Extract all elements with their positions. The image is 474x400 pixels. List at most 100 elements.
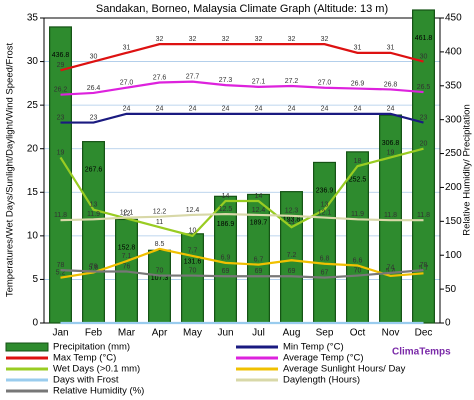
y-tick-label: 0 <box>32 318 38 329</box>
data-label: 27.6 <box>153 74 167 81</box>
data-label: 67 <box>321 269 329 276</box>
data-label: 11.8 <box>417 212 430 219</box>
y2-tick-label: 100 <box>445 250 462 261</box>
data-label: 30 <box>420 53 428 60</box>
data-label: 27.7 <box>186 73 200 80</box>
data-label: 19 <box>57 149 65 156</box>
x-tick-label: Mar <box>118 328 136 339</box>
data-label: 13 <box>90 202 98 209</box>
data-label: 5.8 <box>89 264 99 271</box>
data-label: 12.5 <box>219 206 233 213</box>
y-tick-label: 30 <box>27 56 39 67</box>
series-line <box>60 212 424 222</box>
legend-label: Min Temp (°C) <box>283 342 344 353</box>
legend-label: Wet Days (>0.1 mm) <box>53 364 140 375</box>
data-label: 23 <box>90 114 98 121</box>
series-line <box>60 80 424 96</box>
data-label: 8.5 <box>155 241 165 248</box>
data-label: 7.7 <box>188 248 198 255</box>
chart-title: Sandakan, Borneo, Malaysia Climate Graph… <box>96 3 388 15</box>
data-label: 107.3 <box>151 275 169 282</box>
legend-label: Average Temp (°C) <box>283 353 364 364</box>
x-tick-label: Feb <box>85 328 103 339</box>
data-label: 70 <box>189 267 197 274</box>
y2-axis-label: Relative Humidity/ Precipitation <box>462 104 473 235</box>
data-label: 32 <box>255 36 263 43</box>
data-label: 27.0 <box>120 80 134 87</box>
branding: ClimaTemps <box>392 347 451 358</box>
y-tick-label: 5 <box>32 274 38 285</box>
data-label: 23 <box>420 114 428 121</box>
data-label: 11.9 <box>87 211 100 218</box>
data-label: 12.2 <box>153 209 167 216</box>
data-label: 32 <box>222 36 230 43</box>
series-line <box>60 112 424 124</box>
data-label: 26.4 <box>87 85 101 92</box>
legend-label: Relative Humidity (%) <box>53 386 144 397</box>
data-label: 27.1 <box>252 79 266 86</box>
x-tick-label: Aug <box>283 328 301 339</box>
data-label: 78 <box>420 262 428 269</box>
data-label: 267.6 <box>85 166 103 173</box>
data-label: 7.2 <box>287 252 297 259</box>
data-label: 24 <box>288 106 296 113</box>
data-label: 436.8 <box>52 52 70 59</box>
data-label: 31 <box>354 45 362 52</box>
data-label: 12.4 <box>252 207 266 214</box>
data-label: 24 <box>354 106 362 113</box>
legend-label: Days with Frost <box>53 375 119 386</box>
y2-tick-label: 0 <box>445 318 451 329</box>
legend-label: Max Temp (°C) <box>53 353 116 364</box>
data-label: 24 <box>156 106 164 113</box>
data-label: 24 <box>222 106 230 113</box>
y-tick-label: 15 <box>27 187 39 198</box>
data-label: 252.5 <box>349 177 367 184</box>
data-label: 32 <box>288 36 296 43</box>
data-label: 24 <box>189 106 197 113</box>
data-label: 5.4 <box>386 268 396 275</box>
data-label: 69 <box>222 268 230 275</box>
data-label: 236.9 <box>316 187 334 194</box>
data-label: 12.3 <box>285 208 299 215</box>
x-tick-label: Dec <box>415 328 433 339</box>
data-label: 31 <box>123 45 131 52</box>
data-label: 30 <box>90 53 98 60</box>
data-label: 32 <box>156 36 164 43</box>
y-axis-label: Temperatures/Wet Days/Sunlight/Daylight/… <box>5 42 16 297</box>
data-label: 11.9 <box>351 211 364 218</box>
data-label: 31 <box>387 45 395 52</box>
data-label: 29 <box>57 62 65 69</box>
x-tick-label: Jul <box>252 328 265 339</box>
series-line <box>60 269 424 279</box>
y2-tick-label: 350 <box>445 80 462 91</box>
data-label: 26.5 <box>417 84 431 91</box>
data-label: 5.2 <box>56 270 66 277</box>
data-label: 189.7 <box>250 219 268 226</box>
x-tick-label: Sep <box>316 328 334 339</box>
legend-label: Average Sunlight Hours/ Day <box>283 364 406 375</box>
legend-label: Daylength (Hours) <box>283 375 360 386</box>
data-label: 5.7 <box>419 265 429 272</box>
data-label: 13 <box>321 202 329 209</box>
y-tick-label: 20 <box>27 143 39 154</box>
data-label: 24 <box>255 106 263 113</box>
data-label: 461.8 <box>415 35 433 42</box>
data-label: 12.4 <box>186 207 200 214</box>
y2-tick-label: 150 <box>445 216 462 227</box>
data-label: 26.9 <box>351 80 365 87</box>
data-label: 193.8 <box>283 216 301 223</box>
y2-tick-label: 400 <box>445 47 462 58</box>
data-label: 32 <box>189 36 197 43</box>
data-label: 12.1 <box>120 209 134 216</box>
precip-bar <box>148 249 171 324</box>
data-label: 11.8 <box>384 212 397 219</box>
precip-bar <box>49 26 72 324</box>
data-label: 26.8 <box>384 81 398 88</box>
y2-tick-label: 250 <box>445 148 462 159</box>
data-label: 11 <box>288 219 295 226</box>
data-label: 14 <box>255 193 263 200</box>
x-tick-label: May <box>183 328 202 339</box>
data-label: 306.8 <box>382 140 400 147</box>
data-label: 6.8 <box>320 256 330 263</box>
